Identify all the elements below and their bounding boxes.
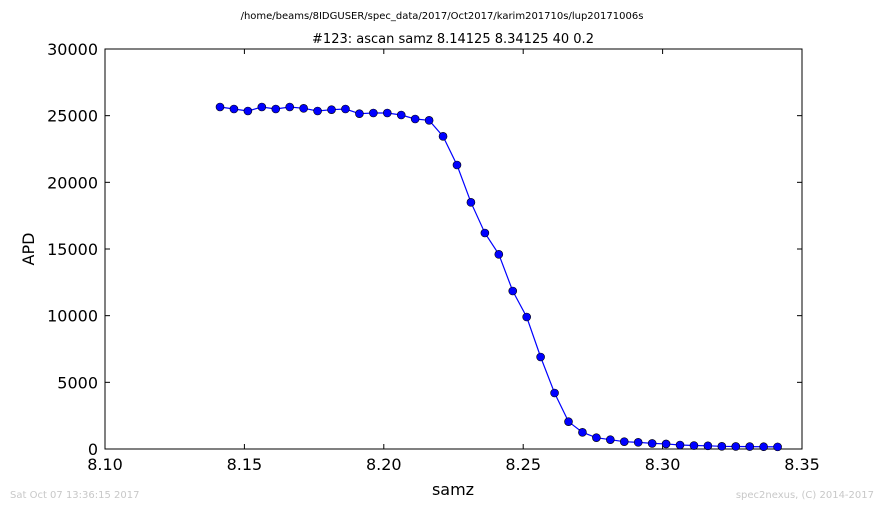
data-point (215, 102, 225, 112)
y-tick-label: 5000 (57, 373, 98, 392)
y-axis-label: APD (19, 233, 38, 266)
data-point (536, 352, 545, 362)
x-tick-label: 8.10 (87, 455, 123, 474)
y-tick-label: 30000 (47, 40, 98, 59)
footer-timestamp: Sat Oct 07 13:36:15 2017 (10, 490, 140, 501)
data-point (243, 106, 253, 116)
data-point (592, 433, 601, 442)
data-point (452, 160, 462, 170)
data-point (759, 442, 768, 452)
data-point (299, 104, 308, 113)
x-tick-label: 8.15 (227, 455, 263, 474)
x-axis: 8.10 8.15 8.20 8.25 8.30 8.35 (87, 49, 820, 474)
data-point (355, 109, 364, 118)
data-point (745, 442, 755, 451)
x-tick-label: 8.20 (366, 455, 402, 474)
data-point (466, 198, 476, 207)
data-point (396, 110, 406, 120)
data-point (271, 104, 281, 114)
data-point (285, 102, 295, 112)
data-point (410, 114, 420, 124)
data-point (522, 312, 531, 322)
x-tick-label: 8.25 (505, 455, 541, 474)
y-tick-label: 25000 (47, 107, 98, 126)
data-point (689, 441, 699, 450)
data-point (550, 388, 559, 398)
series-line (219, 106, 778, 448)
series (215, 102, 782, 452)
y-tick-label: 20000 (47, 173, 98, 192)
data-point (647, 439, 657, 448)
data-point (564, 417, 573, 426)
data-point (717, 442, 727, 451)
data-point (257, 102, 267, 112)
data-point (438, 132, 448, 141)
chart-title: #123: ascan samz 8.14125 8.34125 40 0.2 (312, 32, 594, 47)
y-tick-label: 10000 (47, 307, 98, 326)
data-point (229, 104, 239, 114)
data-point (661, 439, 671, 449)
data-point (480, 228, 490, 238)
data-point (313, 106, 322, 116)
x-tick-label: 8.30 (645, 455, 681, 474)
data-point (369, 108, 378, 118)
data-point (731, 442, 741, 451)
plot-frame (104, 48, 803, 450)
data-point (327, 105, 336, 114)
data-point (341, 104, 350, 114)
chart-subtitle: /home/beams/8IDGUSER/spec_data/2017/Oct2… (241, 11, 644, 22)
data-point (494, 250, 504, 259)
y-tick-label: 15000 (47, 240, 98, 259)
x-tick-label: 8.35 (784, 455, 820, 474)
y-tick-label: 0 (88, 440, 98, 459)
data-point (703, 441, 713, 451)
data-point (675, 440, 685, 450)
data-point (382, 108, 392, 118)
y-axis: 0 5000 10000 15000 20000 25000 30000 (47, 40, 802, 459)
data-point (606, 435, 615, 444)
data-point (633, 438, 643, 447)
data-point (773, 442, 782, 452)
data-point (508, 286, 518, 296)
data-point (578, 428, 587, 437)
footer-credit: spec2nexus, (C) 2014-2017 (735, 490, 874, 501)
data-point (424, 116, 434, 125)
x-axis-label: samz (432, 480, 474, 499)
data-point (619, 437, 629, 446)
